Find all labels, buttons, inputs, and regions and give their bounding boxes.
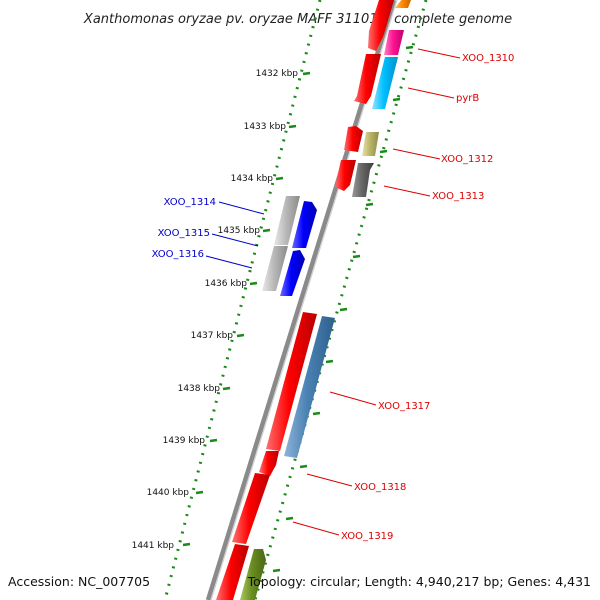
gene-red-1318a[interactable] — [259, 451, 279, 476]
kbp-label: 1432 kbp — [256, 69, 299, 79]
tick-1436 — [249, 281, 258, 286]
topology-label: Topology: circular; Length: 4,940,217 bp… — [247, 574, 591, 589]
kbp-label: 1441 kbp — [132, 541, 175, 551]
gene-red-1317[interactable] — [266, 312, 317, 451]
gene-red-1313a[interactable] — [335, 160, 356, 191]
gene-xoo1315[interactable] — [292, 201, 317, 248]
gene-gray-1316[interactable] — [262, 246, 288, 291]
leader-xoo1312 — [392, 148, 441, 160]
gene-xoo1317[interactable] — [284, 316, 335, 458]
label-leaders — [205, 48, 461, 536]
gene-pyrB[interactable] — [372, 57, 398, 109]
kbp-label: 1433 kbp — [244, 122, 287, 132]
fwd-tick — [312, 411, 321, 416]
tick-1433 — [288, 124, 297, 129]
fwd-tick — [272, 568, 281, 573]
tick-1440 — [195, 490, 204, 495]
accession-label: Accession: NC_007705 — [8, 574, 150, 589]
gene-xoo1314[interactable] — [274, 196, 300, 245]
gene-red-2[interactable] — [354, 54, 381, 104]
kbp-label: 1434 kbp — [231, 174, 274, 184]
tick-1438 — [222, 386, 231, 391]
leader-xoo1314 — [218, 201, 265, 215]
leader-xoo1310 — [417, 48, 461, 59]
gene-label-xoo1310[interactable]: XOO_1310 — [462, 53, 514, 64]
tick-1432 — [302, 71, 311, 76]
kbp-label: 1439 kbp — [163, 436, 206, 446]
fwd-tick — [365, 202, 374, 207]
fwd-tick — [379, 149, 388, 154]
gene-label-xoo1313[interactable]: XOO_1313 — [432, 191, 484, 202]
kbp-label: 1440 kbp — [147, 488, 190, 498]
leader-pyrB — [407, 87, 455, 99]
tick-1441 — [182, 542, 191, 547]
fwd-tick — [339, 307, 348, 312]
leader-xoo1318 — [306, 473, 353, 487]
kbp-label: 1438 kbp — [178, 384, 221, 394]
leader-xoo1317 — [329, 391, 377, 406]
fwd-tick — [285, 516, 294, 521]
gene-label-xoo1318[interactable]: XOO_1318 — [354, 482, 406, 493]
gene-xoo1316[interactable] — [280, 250, 305, 296]
map-title: Xanthomonas oryzae pv. oryzae MAFF 31101… — [83, 12, 512, 27]
fwd-tick — [405, 45, 414, 50]
scale-ticks — [182, 45, 414, 573]
fwd-tick — [392, 97, 401, 102]
kbp-label: 1436 kbp — [205, 279, 248, 289]
tick-1439 — [209, 438, 218, 443]
gene-red-1312a[interactable] — [344, 126, 363, 152]
genes — [216, 0, 411, 600]
tick-1437 — [236, 333, 245, 338]
fwd-tick — [352, 254, 361, 259]
gene-xoo1313[interactable] — [352, 163, 374, 197]
leader-xoo1316 — [205, 255, 253, 269]
outer-scale-dotted-line — [163, 0, 322, 600]
leader-xoo1315 — [211, 233, 259, 247]
tick-1435 — [262, 228, 271, 233]
gene-olive[interactable] — [240, 549, 266, 600]
gene-xoo1318[interactable] — [232, 473, 270, 544]
gene-label-xoo1316[interactable]: XOO_1316 — [152, 249, 204, 260]
scale-labels: 1432 kbp 1433 kbp 1434 kbp 1435 kbp 1436… — [132, 69, 299, 551]
gene-label-xoo1314[interactable]: XOO_1314 — [164, 197, 216, 208]
gene-label-xoo1315[interactable]: XOO_1315 — [158, 228, 210, 239]
gene-red-top[interactable] — [368, 0, 394, 51]
gene-label-xoo1319[interactable]: XOO_1319 — [341, 531, 393, 542]
leader-xoo1319 — [292, 521, 340, 536]
gene-xoo1319[interactable] — [216, 544, 249, 600]
kbp-label: 1437 kbp — [191, 331, 234, 341]
forward-strand-dotted-line — [253, 0, 428, 600]
gene-label-pyrB[interactable]: pyrB — [456, 93, 479, 104]
gene-label-xoo1312[interactable]: XOO_1312 — [441, 154, 493, 165]
tick-1434 — [275, 176, 284, 181]
gene-label-xoo1317[interactable]: XOO_1317 — [378, 401, 430, 412]
leader-xoo1313 — [383, 185, 431, 197]
fwd-tick — [299, 464, 308, 469]
fwd-tick — [325, 359, 334, 364]
kbp-label: 1435 kbp — [218, 226, 261, 236]
gene-xoo1312[interactable] — [362, 132, 379, 156]
gene-xoo1310[interactable] — [384, 30, 404, 55]
gene-orange[interactable] — [395, 0, 411, 8]
gene-labels: XOO_1310 pyrB XOO_1312 XOO_1313 XOO_1314… — [152, 53, 515, 542]
